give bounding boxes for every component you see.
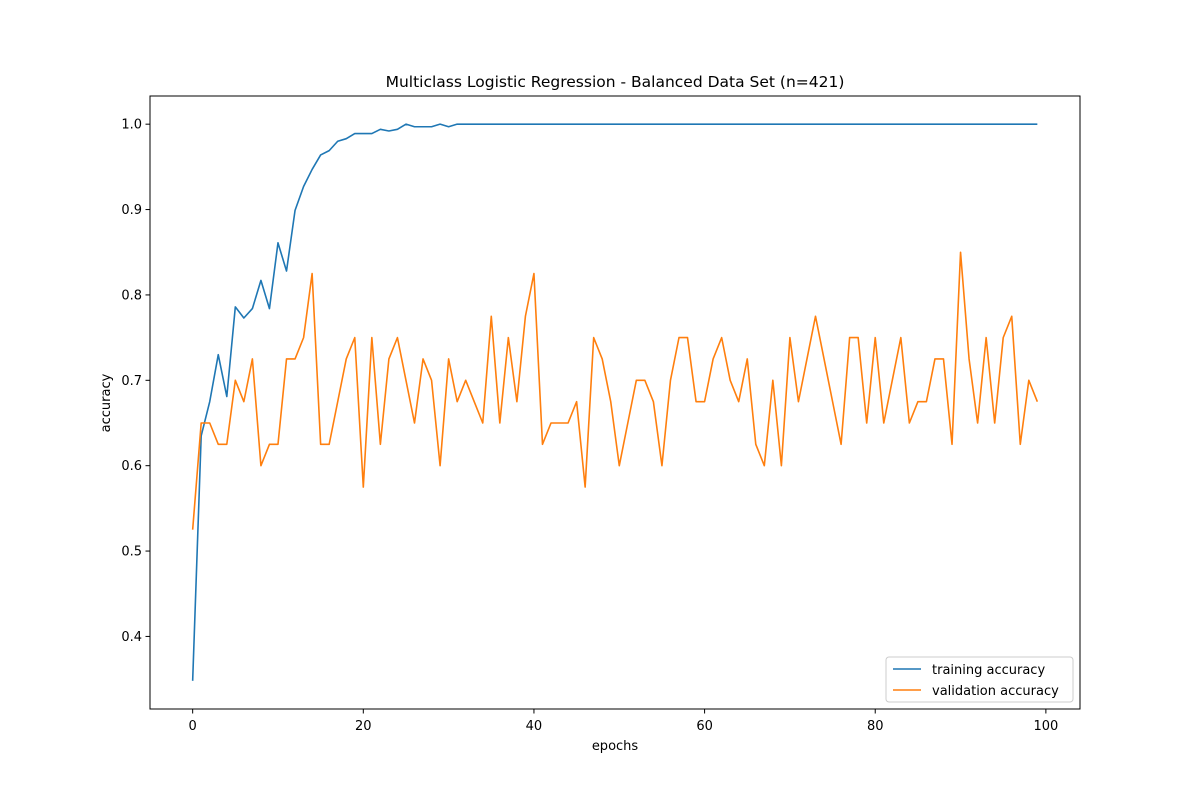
x-tick-label: 40 — [526, 719, 543, 734]
y-tick-label: 0.7 — [121, 374, 142, 389]
y-axis-ticks: 0.4 0.5 0.6 0.7 0.8 0.9 1.0 — [121, 118, 150, 645]
series-line-training-accuracy — [191, 123, 1038, 681]
x-tick-label: 60 — [696, 719, 713, 734]
x-tick-label: 100 — [1033, 719, 1058, 734]
x-axis-label: epochs — [592, 739, 639, 754]
legend: training accuracy validation accuracy — [885, 656, 1074, 703]
y-tick-label: 1.0 — [121, 118, 142, 133]
legend-training-label: training accuracy — [932, 663, 1045, 678]
x-tick-label: 20 — [355, 719, 372, 734]
plot-lines — [191, 123, 1039, 681]
series-line-validation-accuracy — [191, 251, 1039, 530]
x-tick-label: 80 — [867, 719, 884, 734]
y-tick-label: 0.5 — [121, 545, 142, 560]
y-tick-label: 0.8 — [121, 288, 142, 303]
y-axis-label: accuracy — [99, 373, 114, 432]
y-tick-label: 0.4 — [121, 630, 142, 645]
legend-box — [885, 656, 1074, 703]
plot-frame — [149, 95, 1081, 710]
legend-validation-label: validation accuracy — [932, 684, 1059, 699]
y-tick-label: 0.9 — [121, 203, 142, 218]
y-tick-label: 0.6 — [121, 459, 142, 474]
x-tick-label: 0 — [189, 719, 197, 734]
chart-title: Multiclass Logistic Regression - Balance… — [386, 73, 845, 91]
x-axis-ticks: 0 20 40 60 80 100 — [189, 709, 1058, 734]
